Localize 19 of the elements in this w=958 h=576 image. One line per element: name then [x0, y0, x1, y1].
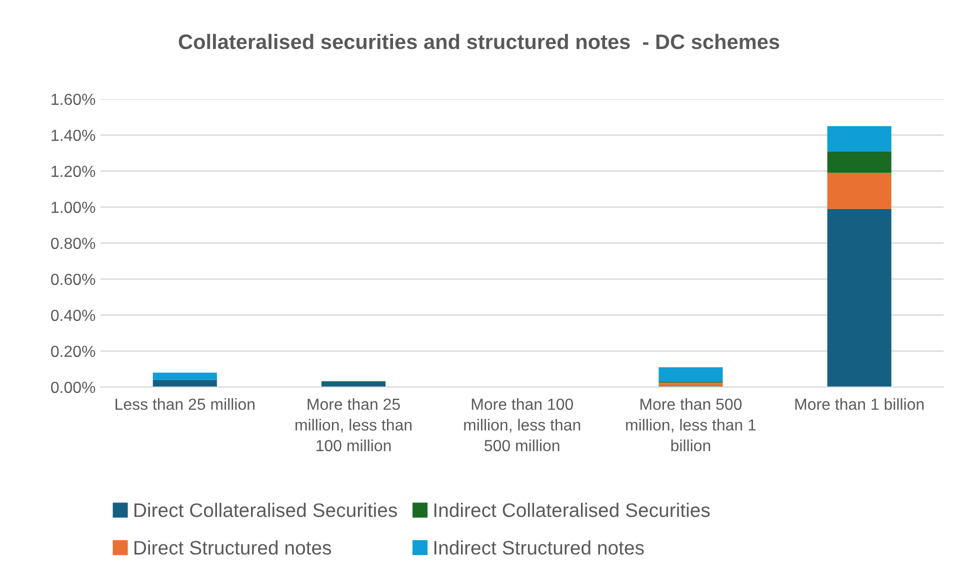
- x-tick-label: More than 100 million, less than 500 million: [464, 398, 580, 452]
- y-tick-label: 0.40%: [51, 310, 96, 322]
- y-tick-label: 1.00%: [52, 202, 96, 214]
- legend-label: Direct Structured notes: [134, 540, 332, 555]
- x-tick-label: Less than 25 million: [116, 398, 254, 410]
- y-tick-label: 0.80%: [51, 238, 96, 250]
- x-tick-label: More than 1 billion: [795, 398, 924, 410]
- y-tick-label: 0.20%: [51, 346, 96, 358]
- y-tick-label: 0.00%: [51, 382, 96, 394]
- legend-label: Direct Collateralised Securities: [134, 502, 397, 518]
- y-tick-label: 0.60%: [51, 274, 96, 286]
- chart-title: Collateralised securities and structured notes - DC schemes: [178, 34, 780, 50]
- legend-label: Indirect Structured notes: [434, 540, 644, 555]
- x-tick-label: More than 500 million, less than 1 billion: [626, 398, 756, 452]
- x-tick-label: More than 25 million, less than 100 million: [296, 398, 412, 452]
- legend-label: Indirect Collateralised Securities: [434, 502, 710, 518]
- y-tick-label: 1.60%: [52, 94, 96, 106]
- y-tick-label: 1.40%: [52, 130, 96, 142]
- y-tick-label: 1.20%: [52, 166, 96, 178]
